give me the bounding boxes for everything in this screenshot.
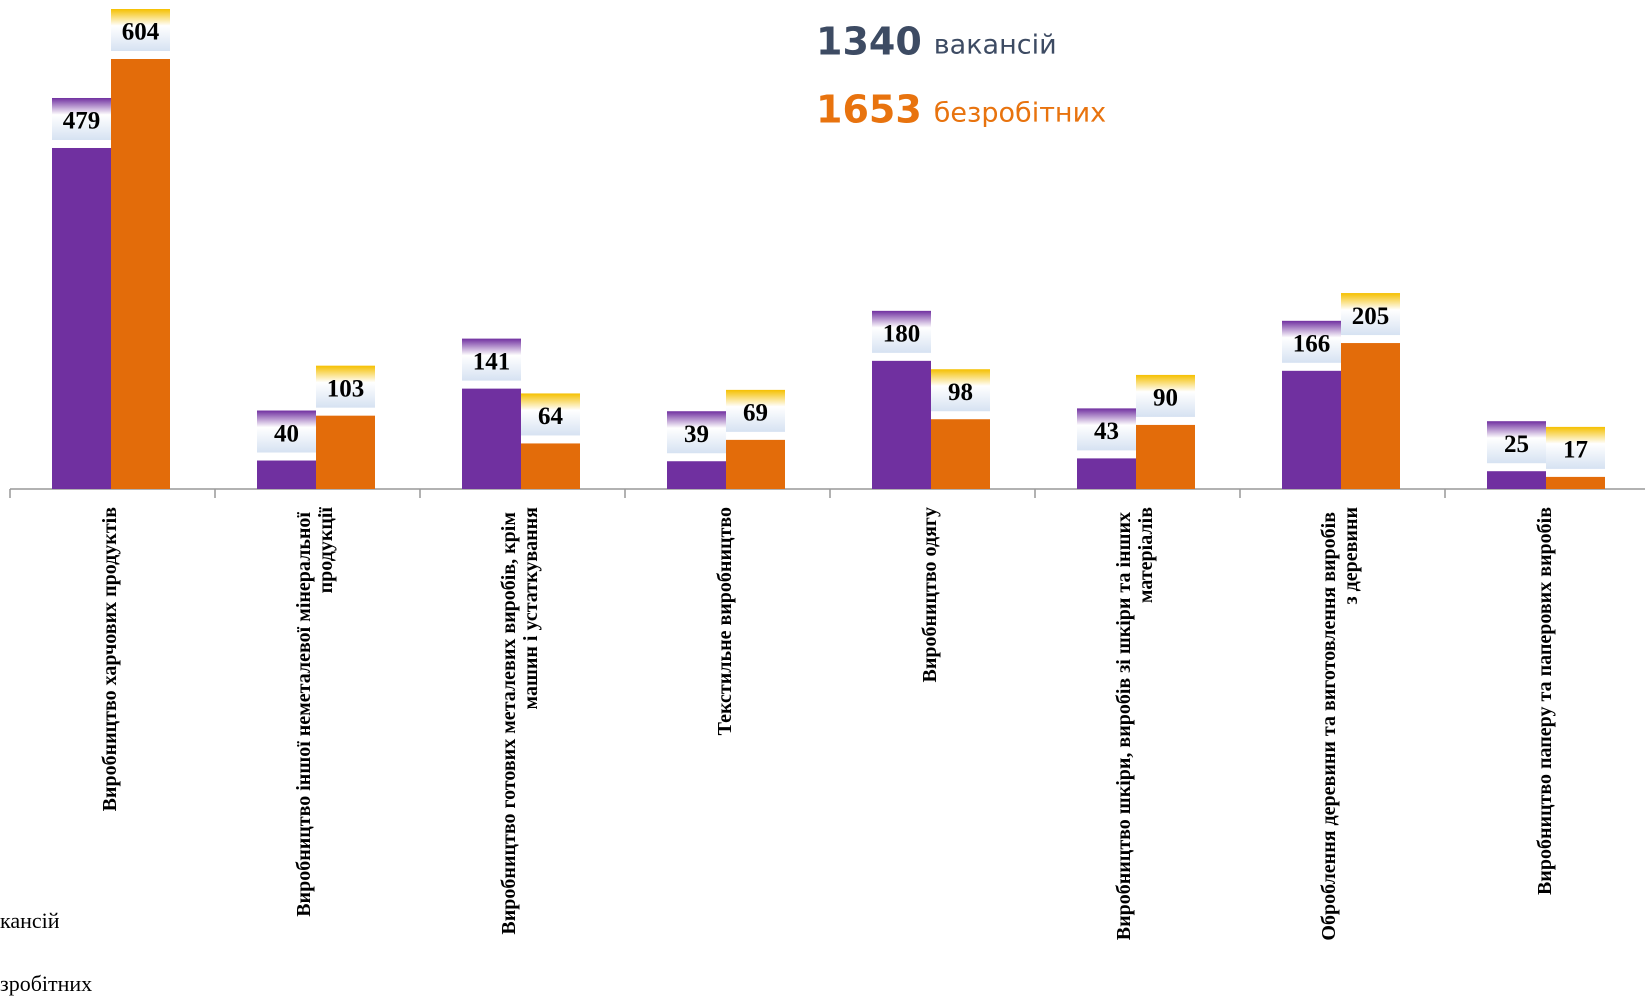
bar xyxy=(931,419,990,489)
value-label: 180 xyxy=(883,321,921,348)
legend-total: 1653 xyxy=(816,88,922,132)
x-tick-label-line: машин і устаткування xyxy=(520,507,542,710)
value-label: 43 xyxy=(1094,418,1119,445)
bar xyxy=(521,443,580,489)
x-tick-label-line: продукції xyxy=(315,507,337,594)
x-tick-label-line: Оброблення деревини та виготовлення виро… xyxy=(1318,507,1340,941)
value-label-box xyxy=(726,389,785,432)
value-label-box xyxy=(52,97,111,140)
value-label-box xyxy=(667,411,726,454)
legend-label: вакансій xyxy=(934,30,1057,61)
bar xyxy=(52,147,111,490)
bar xyxy=(1341,343,1400,489)
x-tick-label: Текстильне виробництво xyxy=(714,507,736,735)
value-label-box xyxy=(521,393,580,436)
value-label-box xyxy=(1282,320,1341,363)
x-tick-label-line: Виробництво готових металевих виробів, к… xyxy=(498,507,520,935)
value-label: 604 xyxy=(122,19,160,46)
value-label-box xyxy=(1077,408,1136,451)
x-tick-label: Виробництво одягу xyxy=(919,507,941,683)
legend-total: 1340 xyxy=(816,20,922,64)
value-label-box xyxy=(1136,374,1195,417)
value-label-box xyxy=(1341,293,1400,336)
x-tick-label: Виробництво готових металевих виробів, к… xyxy=(498,507,542,935)
x-tick-label-line: Виробництво паперу та паперових виробів xyxy=(1534,507,1556,895)
value-label: 479 xyxy=(63,108,101,135)
bar xyxy=(462,388,521,489)
value-label: 205 xyxy=(1352,303,1390,330)
value-label: 166 xyxy=(1293,331,1331,358)
value-label-box xyxy=(111,9,170,51)
bar xyxy=(257,460,316,489)
bar xyxy=(872,360,931,489)
x-tick-label-line: Виробництво одягу xyxy=(919,507,941,683)
clipped-label: кансій xyxy=(0,908,60,933)
value-label-box xyxy=(872,310,931,353)
x-tick-label-line: Текстильне виробництво xyxy=(714,507,736,735)
bar xyxy=(667,461,726,489)
value-label-box xyxy=(257,410,316,453)
value-label: 17 xyxy=(1563,437,1588,464)
value-label: 90 xyxy=(1153,385,1178,412)
bar xyxy=(111,59,170,489)
bar xyxy=(1487,471,1546,489)
value-label: 69 xyxy=(743,400,768,427)
x-tick-label-line: матеріалів xyxy=(1135,507,1157,603)
value-label: 39 xyxy=(684,421,709,448)
value-label: 64 xyxy=(538,403,564,430)
legend-label: безробітних xyxy=(934,98,1106,129)
x-tick-label-line: Виробництво харчових продуктів xyxy=(99,507,121,812)
value-label: 25 xyxy=(1504,431,1529,458)
x-tick-label: Виробництво харчових продуктів xyxy=(99,507,121,812)
x-tick-label-line: Виробництво шкіри, виробів зі шкіри та і… xyxy=(1113,507,1135,940)
bar xyxy=(1077,458,1136,489)
bar xyxy=(1282,370,1341,489)
x-tick-label: Виробництво шкіри, виробів зі шкіри та і… xyxy=(1113,507,1157,940)
value-label: 40 xyxy=(274,420,299,447)
clipped-label: зробітних xyxy=(0,971,92,996)
value-label-box xyxy=(316,365,375,408)
value-label-box xyxy=(931,369,990,412)
value-label: 98 xyxy=(948,379,973,406)
value-label-box xyxy=(462,338,521,381)
value-label: 141 xyxy=(473,348,511,375)
x-tick-label: Виробництво паперу та паперових виробів xyxy=(1534,507,1556,895)
x-tick-label: Виробництво іншої неметалевої мінерально… xyxy=(293,507,337,917)
value-label: 103 xyxy=(327,375,365,402)
bar xyxy=(726,439,785,489)
value-label-box xyxy=(1487,421,1546,464)
bar xyxy=(1136,424,1195,489)
value-label-box xyxy=(1546,426,1605,469)
x-tick-label-line: Виробництво іншої неметалевої мінерально… xyxy=(293,507,315,917)
bar xyxy=(316,415,375,489)
bar xyxy=(1546,476,1605,489)
x-tick-label-line: з деревини xyxy=(1340,507,1362,604)
x-tick-label: Оброблення деревини та виготовлення виро… xyxy=(1318,507,1362,941)
